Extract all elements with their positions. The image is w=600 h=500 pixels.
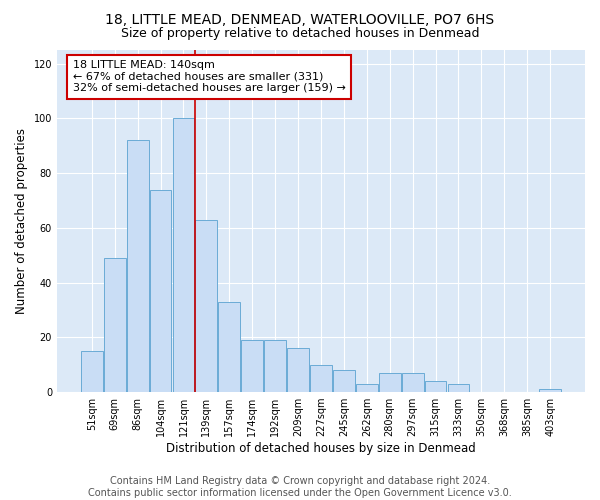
Bar — [310, 364, 332, 392]
Bar — [402, 373, 424, 392]
X-axis label: Distribution of detached houses by size in Denmead: Distribution of detached houses by size … — [166, 442, 476, 455]
Text: 18 LITTLE MEAD: 140sqm
← 67% of detached houses are smaller (331)
32% of semi-de: 18 LITTLE MEAD: 140sqm ← 67% of detached… — [73, 60, 346, 94]
Bar — [539, 390, 561, 392]
Bar — [173, 118, 194, 392]
Bar — [149, 190, 172, 392]
Bar — [104, 258, 125, 392]
Bar — [287, 348, 309, 392]
Bar — [333, 370, 355, 392]
Text: Size of property relative to detached houses in Denmead: Size of property relative to detached ho… — [121, 28, 479, 40]
Bar — [127, 140, 149, 392]
Bar — [356, 384, 377, 392]
Bar — [196, 220, 217, 392]
Bar — [218, 302, 240, 392]
Bar — [241, 340, 263, 392]
Bar — [81, 351, 103, 392]
Y-axis label: Number of detached properties: Number of detached properties — [15, 128, 28, 314]
Bar — [379, 373, 401, 392]
Bar — [425, 381, 446, 392]
Bar — [264, 340, 286, 392]
Text: Contains HM Land Registry data © Crown copyright and database right 2024.
Contai: Contains HM Land Registry data © Crown c… — [88, 476, 512, 498]
Text: 18, LITTLE MEAD, DENMEAD, WATERLOOVILLE, PO7 6HS: 18, LITTLE MEAD, DENMEAD, WATERLOOVILLE,… — [106, 12, 494, 26]
Bar — [448, 384, 469, 392]
